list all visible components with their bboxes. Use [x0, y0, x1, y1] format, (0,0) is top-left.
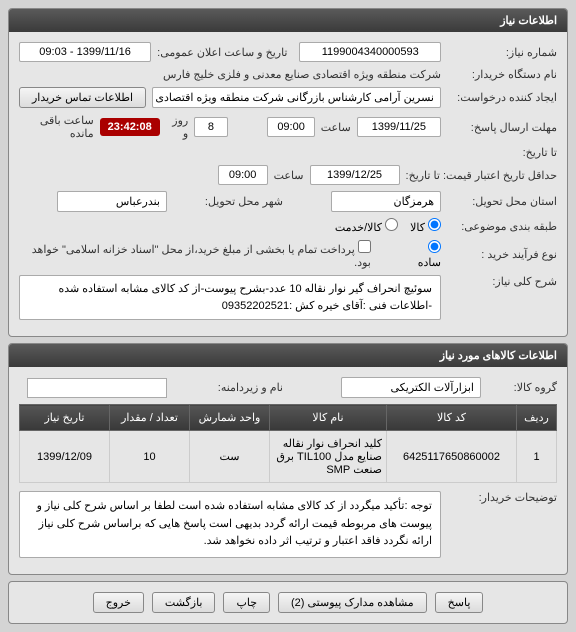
cell-row: 1 [517, 431, 557, 483]
table-row[interactable]: 1 6425117650860002 کلید انحراف نوار نقال… [20, 431, 557, 483]
desc-value: سوئیچ انحراف گیر نوار نقاله 10 عدد-بشرح … [19, 275, 441, 320]
cell-unit: ست [190, 431, 270, 483]
delivery-city-value: بندرعباس [57, 191, 167, 212]
cell-code: 6425117650860002 [387, 431, 517, 483]
col-row: ردیف [517, 405, 557, 431]
process-radio-group: ساده [402, 240, 441, 269]
subgroup-label: نام و زیردامنه: [173, 381, 283, 394]
col-unit: واحد شمارش [190, 405, 270, 431]
info-panel-header: اطلاعات نیاز [9, 9, 567, 32]
budget-radio-group: کالا کالا/خدمت [335, 218, 441, 234]
delivery-prov-value: هرمزگان [331, 191, 441, 212]
deadline-label: مهلت ارسال پاسخ: [447, 121, 557, 134]
info-panel: اطلاعات نیاز شماره نیاز: 119900434000059… [8, 8, 568, 337]
cell-name: کلید انحراف نوار نقاله صنایع مدل TIL100 … [270, 431, 387, 483]
cell-qty: 10 [110, 431, 190, 483]
col-qty: تعداد / مقدار [110, 405, 190, 431]
remain-label: ساعت باقی مانده [19, 114, 94, 140]
attachments-button[interactable]: مشاهده مدارک پیوستی (2) [278, 592, 427, 613]
deadline-hour: 09:00 [267, 117, 314, 137]
delivery-prov-label: استان محل تحویل: [447, 195, 557, 208]
validity-date: 1399/12/25 [310, 165, 400, 185]
validity-hour-label: ساعت [274, 169, 304, 182]
group-label: گروه کالا: [487, 381, 557, 394]
note-label: توضیحات خریدار: [447, 491, 557, 504]
desc-label: شرح کلی نیاز: [447, 275, 557, 288]
info-panel-body: شماره نیاز: 1199004340000593 تاریخ و ساع… [9, 32, 567, 336]
group-value: ابزارآلات الکتریکی [341, 377, 481, 398]
budget-opt2-radio[interactable] [385, 218, 398, 231]
cell-date: 1399/12/09 [20, 431, 110, 483]
items-panel: اطلاعات کالاهای مورد نیاز گروه کالا: ابز… [8, 343, 568, 575]
budget-opt2-label[interactable]: کالا/خدمت [335, 218, 398, 234]
to-date-label: تا تاریخ: [447, 146, 557, 159]
creator-label: ایجاد کننده درخواست: [447, 91, 557, 104]
budget-opt1-radio[interactable] [428, 218, 441, 231]
days-label: روز و [166, 114, 189, 140]
print-button[interactable]: چاپ [223, 592, 270, 613]
items-table: ردیف کد کالا نام کالا واحد شمارش تعداد /… [19, 404, 557, 483]
buyer-note: توجه :تأکید میگردد از کد کالای مشابه است… [19, 491, 441, 558]
buyer-value: شرکت منطقه ویژه اقتصادی صنایع معدنی و فل… [163, 68, 441, 81]
validity-hour: 09:00 [218, 165, 268, 185]
items-table-header-row: ردیف کد کالا نام کالا واحد شمارش تعداد /… [20, 405, 557, 431]
budget-label: طبقه بندی موضوعی: [447, 220, 557, 233]
footer-buttons: پاسخ مشاهده مدارک پیوستی (2) چاپ بازگشت … [8, 581, 568, 624]
need-no-value: 1199004340000593 [299, 42, 441, 62]
deadline-hour-label: ساعت [321, 121, 351, 134]
process-label: نوع فرآیند خرید : [447, 248, 557, 261]
process-note-checkbox[interactable] [358, 240, 371, 253]
days-remaining: 8 [194, 117, 227, 137]
contact-buyer-button[interactable]: اطلاعات تماس خریدار [19, 87, 146, 108]
col-name: نام کالا [270, 405, 387, 431]
delivery-city-label: شهر محل تحویل: [173, 195, 283, 208]
countdown-timer: 23:42:08 [100, 118, 160, 136]
process-opt1-radio[interactable] [428, 240, 441, 253]
items-panel-header: اطلاعات کالاهای مورد نیاز [9, 344, 567, 367]
validity-label: حداقل تاریخ اعتبار قیمت: تا تاریخ: [406, 169, 557, 182]
reply-button[interactable]: پاسخ [435, 592, 484, 613]
process-note-label[interactable]: پرداخت تمام یا بخشی از مبلغ خرید،از محل … [19, 240, 371, 269]
items-panel-body: گروه کالا: ابزارآلات الکتریکی نام و زیرد… [9, 367, 567, 574]
budget-opt1-label[interactable]: کالا [410, 218, 441, 234]
col-code: کد کالا [387, 405, 517, 431]
announce-value: 1399/11/16 - 09:03 [19, 42, 151, 62]
deadline-date: 1399/11/25 [357, 117, 441, 137]
creator-value: نسرین آرامی کارشناس بازرگانی شرکت منطقه … [152, 87, 441, 108]
exit-button[interactable]: خروج [93, 592, 144, 613]
announce-label: تاریخ و ساعت اعلان عمومی: [157, 46, 287, 59]
subgroup-input[interactable] [27, 378, 167, 398]
col-date: تاریخ نیاز [20, 405, 110, 431]
process-opt1-label[interactable]: ساده [402, 240, 441, 269]
buyer-label: نام دستگاه خریدار: [447, 68, 557, 81]
back-button[interactable]: بازگشت [152, 592, 216, 613]
need-no-label: شماره نیاز: [447, 46, 557, 59]
